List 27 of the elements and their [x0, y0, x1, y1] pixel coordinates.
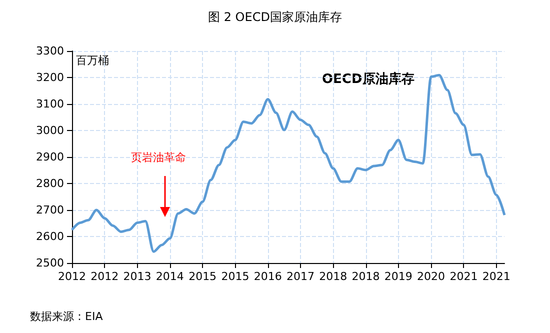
- x-tick-label: 2016: [254, 270, 282, 283]
- y-tick-label: 2800: [36, 177, 64, 190]
- x-tick-label: 2019: [384, 270, 412, 283]
- x-tick-label: 2021: [450, 270, 478, 283]
- x-tick-label: 2018: [319, 270, 348, 283]
- x-tick-label: 2015: [221, 270, 250, 283]
- x-tick-label: 2017: [286, 270, 314, 283]
- y-tick-label: 2500: [36, 256, 64, 270]
- y-tick-label: 2700: [36, 204, 64, 216]
- y-tick-label: 3200: [36, 71, 64, 84]
- y-axis-title: 百万桶: [76, 54, 109, 67]
- x-tick-label: 2014: [156, 270, 184, 283]
- y-tick-label: 3300: [36, 44, 64, 58]
- source-note: 数据来源：EIA: [30, 310, 104, 323]
- x-tick-label: 2013: [123, 270, 152, 283]
- y-tick-label: 3100: [36, 98, 64, 110]
- chart-title: 图 2 OECD国家原油库存: [208, 10, 342, 24]
- y-tick-label: 3000: [36, 124, 64, 137]
- y-tick-label: 2600: [36, 230, 64, 243]
- x-tick-label: 2021: [482, 270, 510, 283]
- x-tick-label: 2012: [58, 270, 86, 283]
- y-tick-label: 2900: [36, 150, 64, 164]
- line-series: [70, 74, 506, 253]
- x-tick-label: 2012: [90, 270, 119, 283]
- x-tick-label: 2015: [188, 270, 217, 283]
- x-tick-label: 2018: [352, 270, 380, 283]
- x-tick-label: 2020: [417, 270, 446, 283]
